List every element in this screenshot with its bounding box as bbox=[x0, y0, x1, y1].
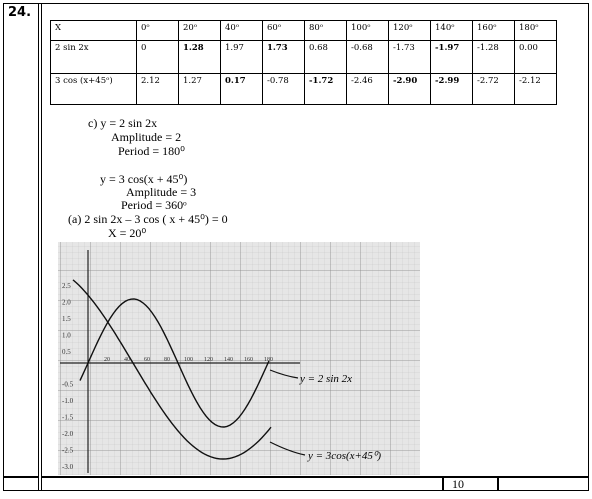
answer-line: Amplitude = 3 bbox=[126, 185, 197, 199]
y-axis-label: -3.0 bbox=[62, 463, 74, 471]
graph-grid bbox=[58, 242, 420, 475]
x-axis-label: 180 bbox=[264, 357, 273, 363]
x-axis-label: 120 bbox=[204, 357, 213, 363]
y-axis-label: 1.0 bbox=[62, 332, 71, 340]
x-axis-label: 20 bbox=[104, 357, 110, 363]
footer-cell bbox=[498, 477, 589, 491]
cell: 0.68 bbox=[304, 40, 347, 74]
x-axis-label: 80 bbox=[164, 357, 170, 363]
cell: 0.00 bbox=[514, 40, 557, 74]
answer-line: Period = 180⁰ bbox=[118, 144, 185, 158]
x-axis-label: 100 bbox=[184, 357, 193, 363]
y-axis-label: -2.5 bbox=[62, 447, 74, 455]
x-axis-label: 40 bbox=[124, 357, 130, 363]
footer-cell bbox=[41, 477, 443, 491]
y-axis-label: -1.0 bbox=[62, 397, 74, 405]
answer-line: c) y = 2 sin 2x bbox=[88, 116, 158, 130]
cell: -2.12 bbox=[514, 73, 557, 105]
number-column bbox=[3, 3, 39, 477]
y-axis-label: 2.5 bbox=[62, 282, 71, 290]
cell: -1.72 bbox=[304, 73, 347, 105]
cell: 1.27 bbox=[178, 73, 221, 105]
y-axis-label: -0.5 bbox=[62, 381, 74, 389]
content-column bbox=[41, 3, 589, 477]
arrow bbox=[269, 369, 299, 379]
answer-line: (a) 2 sin 2x – 3 cos ( x + 45⁰) = 0 bbox=[68, 212, 228, 226]
cell: 2 sin 2x bbox=[50, 40, 137, 74]
cell: -0.78 bbox=[262, 73, 305, 105]
curve bbox=[72, 279, 272, 460]
curve-label: y = 3cos(x+45⁰) bbox=[307, 450, 381, 462]
footer-cell bbox=[3, 477, 39, 491]
values-table: X 0ᵒ 20ᵒ 40ᵒ 60ᵒ 80ᵒ 100ᵒ 120ᵒ 140ᵒ 160ᵒ 180ᵒ 2 si… bbox=[50, 20, 557, 105]
y-axis-label: 1.5 bbox=[62, 315, 71, 323]
marks-cell: 10 bbox=[443, 477, 498, 491]
y-axis-label: 2.0 bbox=[62, 299, 71, 307]
question-number: 24. bbox=[8, 5, 32, 20]
answer-line: X = 20⁰ bbox=[108, 226, 147, 240]
x-axis-label: 60 bbox=[144, 357, 150, 363]
cell: -1.73 bbox=[388, 40, 431, 74]
cell: 3 cos (x+45ᵒ) bbox=[50, 73, 137, 105]
cell: -1.97 bbox=[430, 40, 473, 74]
arrow bbox=[269, 441, 306, 456]
answer-line: Amplitude = 2 bbox=[111, 130, 182, 144]
answer-line: Period = 360ᵒ bbox=[121, 198, 187, 212]
curve-label: y = 2 sin 2x bbox=[299, 373, 352, 385]
cell: -1.28 bbox=[472, 40, 515, 74]
cell: -2.72 bbox=[472, 73, 515, 105]
cell: 1.97 bbox=[220, 40, 263, 74]
y-axis-label: -1.5 bbox=[62, 414, 74, 422]
answer-line: y = 3 cos(x + 45⁰) bbox=[100, 172, 188, 186]
cell: 2.12 bbox=[136, 73, 179, 105]
y-axis-label: 0.5 bbox=[62, 348, 71, 356]
y-axis-label: -2.0 bbox=[62, 430, 74, 438]
x-axis-label: 160 bbox=[244, 357, 253, 363]
x-axis-label: 140 bbox=[224, 357, 233, 363]
curve bbox=[79, 298, 270, 428]
cell: 1.73 bbox=[262, 40, 305, 74]
cell: -2.46 bbox=[346, 73, 389, 105]
